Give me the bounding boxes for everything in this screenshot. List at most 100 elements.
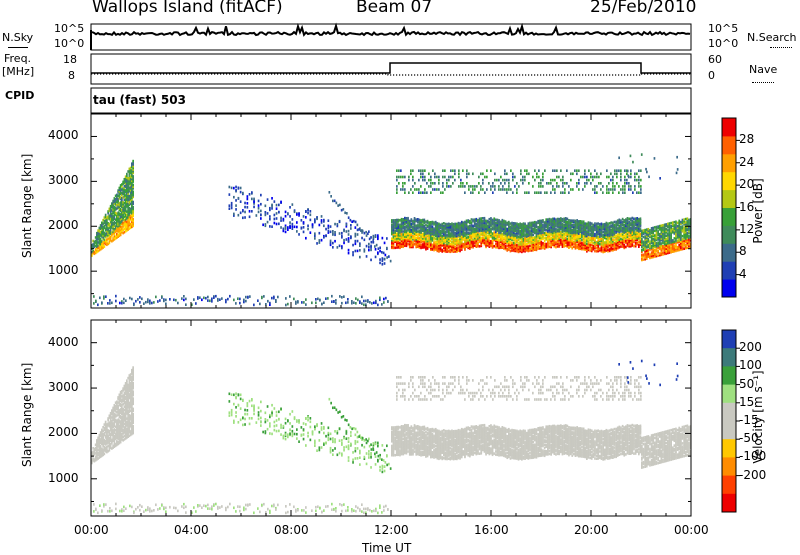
power-cell: [574, 242, 577, 246]
power-cell: [391, 229, 393, 233]
power-cell: [337, 204, 339, 207]
power-cell: [681, 241, 684, 244]
power-cell: [499, 232, 502, 236]
velocity-cell: [392, 440, 395, 443]
power-cell: [553, 217, 556, 221]
power-cell: [108, 217, 111, 221]
power-cell: [551, 217, 554, 221]
power-cell: [683, 244, 685, 247]
power-cell: [671, 231, 674, 234]
power-cell: [540, 225, 543, 229]
power-cell: [430, 237, 432, 241]
power-cell: [519, 230, 522, 233]
power-cell: [485, 239, 487, 243]
power-cell: [446, 238, 448, 241]
power-cell: [534, 224, 536, 227]
power-cell: [442, 185, 444, 188]
velocity-cell: [407, 445, 409, 449]
power-cell: [503, 227, 505, 230]
power-cell: [650, 256, 653, 259]
power-cell: [579, 247, 582, 251]
power-cell: [128, 172, 131, 176]
power-cell: [517, 232, 520, 235]
power-cell: [425, 235, 427, 239]
power-cell: [408, 230, 411, 233]
power-cell: [460, 239, 463, 242]
power-cell: [551, 228, 554, 231]
power-cell: [345, 301, 347, 305]
power-cell: [365, 303, 367, 306]
power-cell: [402, 225, 405, 229]
power-cell: [126, 201, 128, 205]
power-cell: [493, 237, 496, 240]
power-cell: [456, 238, 458, 241]
power-cell: [101, 235, 103, 238]
power-cell: [641, 242, 643, 246]
power-cell: [595, 236, 598, 239]
power-cell: [428, 231, 431, 235]
power-cell: [129, 171, 132, 175]
power-cell: [480, 217, 483, 220]
power-cell: [521, 243, 523, 246]
power-cell: [597, 231, 600, 234]
power-cell: [688, 231, 690, 235]
power-cell: [622, 191, 624, 194]
power-cell: [550, 241, 552, 244]
power-cell: [512, 229, 515, 233]
power-cell: [124, 226, 127, 230]
power-cell: [571, 220, 574, 224]
power-cell: [577, 246, 580, 249]
power-cell: [535, 247, 538, 250]
power-cell: [418, 226, 421, 229]
power-cell: [128, 200, 131, 203]
power-cell: [574, 231, 577, 235]
power-cell: [498, 239, 500, 242]
power-cell: [678, 248, 681, 252]
power-cell: [415, 225, 418, 229]
velocity-cell: [394, 438, 396, 442]
power-cell: [493, 226, 496, 230]
power-cell: [457, 221, 460, 225]
power-cell: [675, 244, 677, 248]
power-cell: [599, 230, 601, 234]
velocity-cell: [394, 426, 396, 429]
power-cell: [657, 243, 659, 246]
power-cell: [375, 301, 377, 305]
power-cell: [377, 237, 379, 241]
power-cell: [478, 232, 481, 236]
power-cell: [631, 216, 634, 220]
power-cell: [400, 217, 403, 221]
power-cell: [98, 243, 101, 247]
power-cell: [488, 228, 491, 232]
power-cell: [558, 223, 561, 227]
power-cell: [132, 211, 134, 214]
power-cell: [512, 232, 515, 236]
power-cell: [488, 234, 491, 238]
power-cell: [608, 225, 611, 228]
power-cell: [259, 302, 261, 306]
power-cell: [457, 229, 460, 232]
power-cell: [293, 225, 296, 229]
velocity-cell: [395, 439, 398, 443]
power-cell: [529, 240, 531, 243]
power-cell: [131, 194, 133, 198]
power-cell: [529, 247, 531, 251]
power-cell: [372, 234, 375, 238]
power-cell: [105, 295, 107, 298]
power-cell: [571, 234, 574, 238]
power-cell: [550, 182, 552, 185]
power-cell: [394, 222, 396, 225]
power-cell: [556, 222, 559, 225]
power-cell: [613, 242, 616, 245]
power-cell: [495, 230, 497, 234]
velocity-cell: [407, 440, 409, 444]
power-cell: [561, 219, 564, 223]
power-cell: [121, 210, 123, 214]
power-cell: [456, 244, 458, 247]
power-cell: [107, 223, 109, 227]
power-cell: [628, 240, 630, 243]
power-cell: [576, 237, 578, 240]
power-cell: [592, 223, 595, 227]
power-cell: [622, 188, 624, 191]
power-cell: [107, 234, 109, 237]
